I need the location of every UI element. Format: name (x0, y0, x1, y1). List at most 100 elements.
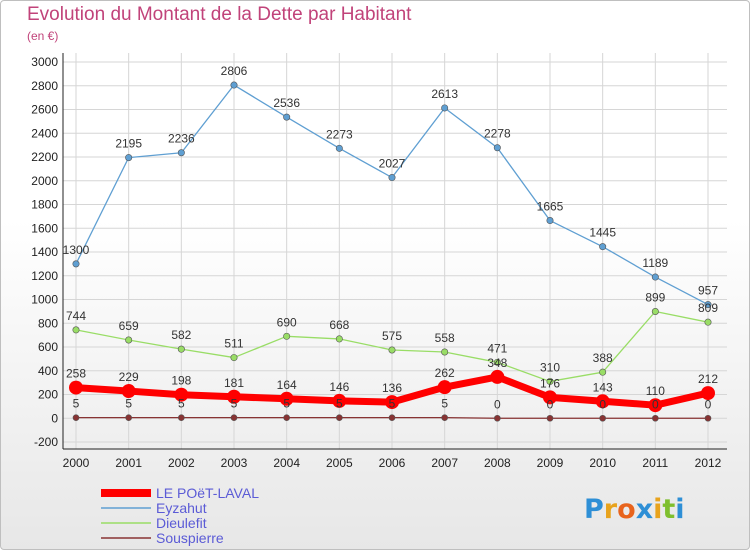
data-label: 0 (494, 397, 501, 411)
proxiti-logo: Proxiti (584, 494, 685, 525)
legend-label: LE POëT-LAVAL (156, 485, 259, 501)
data-point (546, 377, 554, 385)
data-point (227, 389, 241, 404)
y-tick-label: 1000 (31, 293, 58, 307)
data-point (441, 348, 449, 356)
y-tick-label: -200 (34, 435, 58, 449)
data-label: 471 (487, 341, 507, 355)
data-label: 2273 (326, 127, 353, 141)
x-tick-label: 2008 (484, 456, 511, 470)
data-point (72, 414, 80, 421)
x-tick-label: 2011 (642, 456, 668, 470)
logo-letter: P (584, 494, 604, 525)
axes: -200020040060080010001200140016001800200… (31, 53, 727, 470)
data-label: 1665 (537, 200, 564, 214)
logo-letter: i (675, 494, 684, 525)
data-point (388, 414, 396, 421)
data-label: 5 (73, 397, 80, 411)
y-tick-label: 600 (38, 340, 58, 354)
data-label: 744 (66, 309, 86, 323)
data-point (595, 394, 610, 409)
series-0 (69, 369, 715, 413)
data-point (543, 390, 557, 405)
x-tick-label: 2000 (63, 456, 90, 470)
data-point (125, 336, 133, 344)
y-tick-label: 400 (38, 364, 58, 378)
data-label: 0 (547, 397, 554, 411)
x-tick-label: 2006 (379, 456, 406, 470)
y-tick-label: 2400 (31, 126, 58, 140)
y-tick-label: 2000 (31, 174, 58, 188)
y-tick-label: 1400 (31, 245, 58, 259)
data-label: 198 (171, 374, 191, 388)
y-tick-label: 1800 (31, 198, 58, 212)
logo-letter: o (617, 494, 636, 525)
data-label: 5 (441, 397, 448, 411)
data-label: 1300 (63, 243, 90, 257)
data-point (69, 380, 83, 395)
legend-label: Souspierre (156, 530, 224, 546)
data-point (385, 395, 399, 410)
data-label: 5 (231, 397, 238, 411)
data-label: 5 (336, 397, 343, 411)
legend-label: Dieulefit (156, 515, 207, 531)
y-tick-label: 3000 (31, 55, 58, 69)
data-label: 229 (119, 370, 139, 384)
data-point (335, 144, 343, 152)
data-point (652, 414, 659, 422)
data-point (336, 414, 343, 421)
legend-label: Eyzahut (156, 500, 207, 516)
series-1 (72, 81, 712, 309)
data-label: 899 (645, 290, 665, 304)
data-point (230, 354, 238, 362)
data-point (493, 358, 501, 366)
x-tick-label: 2012 (695, 456, 722, 470)
data-label: 181 (224, 376, 244, 390)
data-point (704, 414, 712, 422)
data-label: 5 (389, 397, 396, 411)
data-point (125, 154, 133, 162)
data-label: 659 (119, 319, 139, 333)
data-point (648, 398, 663, 413)
data-label: 310 (540, 360, 560, 374)
data-label: 668 (329, 318, 349, 332)
data-label: 690 (277, 315, 297, 329)
data-point (125, 414, 132, 421)
data-label: 511 (224, 337, 243, 351)
data-point (178, 414, 185, 421)
data-point (437, 380, 452, 395)
data-point (704, 318, 712, 326)
x-tick-label: 2010 (589, 456, 616, 470)
x-tick-label: 2003 (221, 456, 248, 470)
data-label: 348 (487, 356, 507, 370)
data-point (388, 346, 396, 354)
data-label: 957 (698, 284, 718, 298)
x-tick-label: 2005 (326, 456, 353, 470)
data-point (701, 386, 715, 401)
data-label: 809 (698, 301, 718, 315)
data-point (174, 387, 189, 402)
data-label: 582 (171, 328, 191, 342)
data-label: 2613 (431, 87, 458, 101)
data-point (72, 326, 80, 334)
data-label: 2536 (273, 96, 300, 110)
data-label: 0 (599, 397, 606, 411)
data-point (332, 393, 347, 408)
data-label: 2806 (221, 64, 248, 78)
chart-subtitle: (en €) (27, 29, 59, 43)
chart-title: Evolution du Montant de la Dette par Hab… (27, 4, 412, 25)
logo-letter: i (653, 494, 662, 525)
data-label: 110 (646, 384, 665, 398)
data-label: 0 (652, 397, 659, 411)
data-point (599, 414, 606, 422)
data-point (494, 414, 501, 422)
data-label: 136 (382, 381, 402, 395)
data-point (388, 174, 396, 182)
data-label: 212 (698, 372, 718, 386)
data-label: 176 (540, 376, 560, 390)
logo-letter: x (636, 494, 653, 525)
data-label: 2027 (379, 157, 406, 171)
data-point (177, 345, 185, 353)
